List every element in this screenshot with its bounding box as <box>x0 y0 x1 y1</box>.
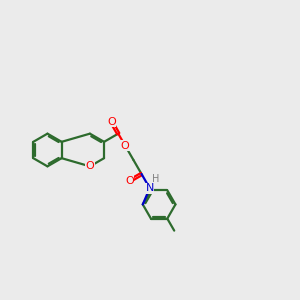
Text: H: H <box>152 174 160 184</box>
Text: O: O <box>107 117 116 127</box>
Text: O: O <box>121 141 130 151</box>
Text: O: O <box>85 161 94 171</box>
Text: O: O <box>125 176 134 186</box>
Text: N: N <box>146 183 154 193</box>
